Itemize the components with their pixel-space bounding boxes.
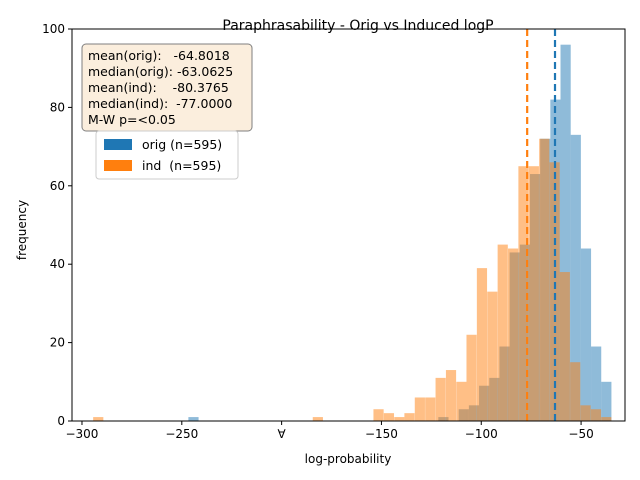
histogram-bar-ind	[559, 272, 570, 421]
histogram-bar-ind	[435, 377, 446, 421]
chart-title: Paraphrasability - Orig vs Induced logP	[222, 18, 493, 34]
x-tick-label: ∀	[278, 427, 287, 441]
y-tick-label: 100	[42, 22, 65, 36]
legend-label-ind: ind (n=595)	[142, 158, 221, 173]
histogram-bar-orig	[591, 346, 602, 421]
histogram-bar-ind	[394, 417, 405, 421]
stats-line: median(ind): -77.0000	[88, 96, 232, 111]
legend: orig (n=595) ind (n=595)	[95, 130, 239, 180]
histogram-bar-orig	[580, 248, 592, 421]
histogram-bar-ind	[518, 166, 529, 421]
histogram-bar-ind	[590, 409, 602, 421]
y-tick-label: 20	[50, 336, 65, 350]
histogram-bar-ind	[466, 334, 477, 421]
histogram-bar-ind	[580, 405, 591, 421]
histogram-bar-ind	[456, 381, 467, 421]
histogram-bar-ind	[404, 413, 415, 421]
x-tick-label: −150	[365, 427, 398, 441]
y-axis-label: frequency	[15, 200, 29, 260]
stats-line: mean(orig): -64.8018	[88, 48, 230, 63]
legend-label-orig: orig (n=595)	[142, 137, 222, 152]
y-axis-ticks: 0 20 40 60 80 100	[42, 22, 72, 428]
histogram-bar-ind	[93, 417, 104, 421]
histogram-bar-ind	[601, 417, 612, 421]
x-tick-label: −50	[568, 427, 593, 441]
bars-layer	[93, 44, 612, 422]
histogram-bar-ind	[487, 291, 498, 421]
legend-swatch-ind	[104, 160, 132, 171]
histogram-bar-ind	[539, 138, 550, 421]
stats-box: mean(orig): -64.8018 median(orig): -63.0…	[81, 43, 253, 132]
histogram-bar-ind	[383, 413, 395, 421]
histogram-bar-orig	[560, 44, 571, 422]
x-tick-label: −250	[165, 427, 198, 441]
histogram-bar-ind	[425, 397, 436, 421]
histogram-bar-orig	[601, 381, 612, 421]
histogram-bar-ind	[414, 397, 425, 421]
y-tick-label: 60	[50, 179, 65, 193]
x-tick-label: −100	[465, 427, 498, 441]
x-axis-ticks: −300 −250 ∀ −150 −100 −50	[65, 421, 594, 441]
stats-line: median(orig): -63.0625	[88, 64, 233, 79]
histogram-bar-ind	[445, 370, 457, 421]
histogram-bar-ind	[570, 362, 581, 421]
histogram-bar-ind	[528, 166, 539, 421]
stats-line: mean(ind): -80.3765	[88, 80, 229, 95]
x-axis-label: log-probability	[305, 452, 392, 466]
histogram-bar-ind	[549, 162, 560, 421]
legend-swatch-orig	[104, 139, 132, 150]
y-tick-label: 0	[57, 414, 65, 428]
histogram-bar-ind	[312, 417, 323, 421]
histogram-bar-ind	[373, 409, 384, 421]
plot-area-frame	[71, 28, 626, 422]
stats-line: M-W p=<0.05	[88, 112, 176, 127]
y-tick-label: 40	[50, 257, 65, 271]
histogram-bar-orig	[188, 417, 199, 421]
x-tick-label: −300	[65, 427, 98, 441]
histogram-bar-ind	[508, 248, 519, 421]
histogram-bar-orig	[570, 134, 581, 421]
histogram-bar-ind	[476, 268, 488, 421]
histogram-bar-ind	[497, 244, 508, 421]
y-tick-label: 80	[50, 100, 65, 114]
